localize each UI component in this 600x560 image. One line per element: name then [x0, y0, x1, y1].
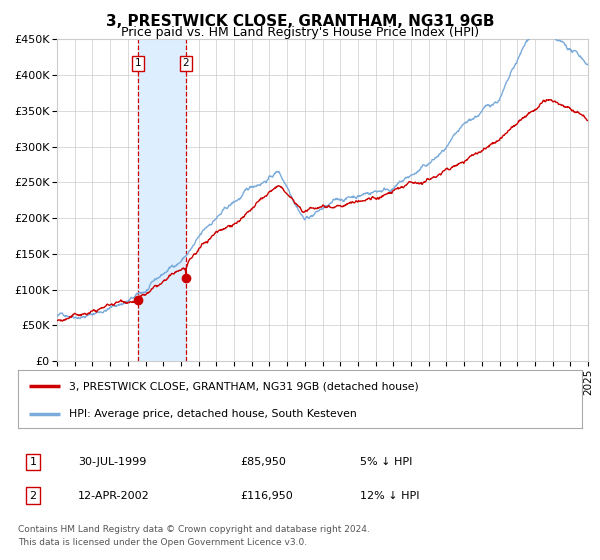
Text: HPI: Average price, detached house, South Kesteven: HPI: Average price, detached house, Sout…: [69, 409, 356, 419]
Text: 1: 1: [29, 457, 37, 467]
Text: 2: 2: [182, 58, 189, 68]
Text: £116,950: £116,950: [240, 491, 293, 501]
Text: Price paid vs. HM Land Registry's House Price Index (HPI): Price paid vs. HM Land Registry's House …: [121, 26, 479, 39]
Text: 12% ↓ HPI: 12% ↓ HPI: [360, 491, 419, 501]
Bar: [138, 39, 186, 361]
Text: £85,950: £85,950: [240, 457, 286, 467]
Text: 5% ↓ HPI: 5% ↓ HPI: [360, 457, 412, 467]
Text: 12-APR-2002: 12-APR-2002: [78, 491, 150, 501]
Text: 3, PRESTWICK CLOSE, GRANTHAM, NG31 9GB (detached house): 3, PRESTWICK CLOSE, GRANTHAM, NG31 9GB (…: [69, 381, 419, 391]
Text: 3, PRESTWICK CLOSE, GRANTHAM, NG31 9GB: 3, PRESTWICK CLOSE, GRANTHAM, NG31 9GB: [106, 14, 494, 29]
Text: This data is licensed under the Open Government Licence v3.0.: This data is licensed under the Open Gov…: [18, 538, 307, 547]
Text: 30-JUL-1999: 30-JUL-1999: [78, 457, 146, 467]
Text: 2: 2: [29, 491, 37, 501]
Text: 1: 1: [134, 58, 141, 68]
Text: Contains HM Land Registry data © Crown copyright and database right 2024.: Contains HM Land Registry data © Crown c…: [18, 525, 370, 534]
